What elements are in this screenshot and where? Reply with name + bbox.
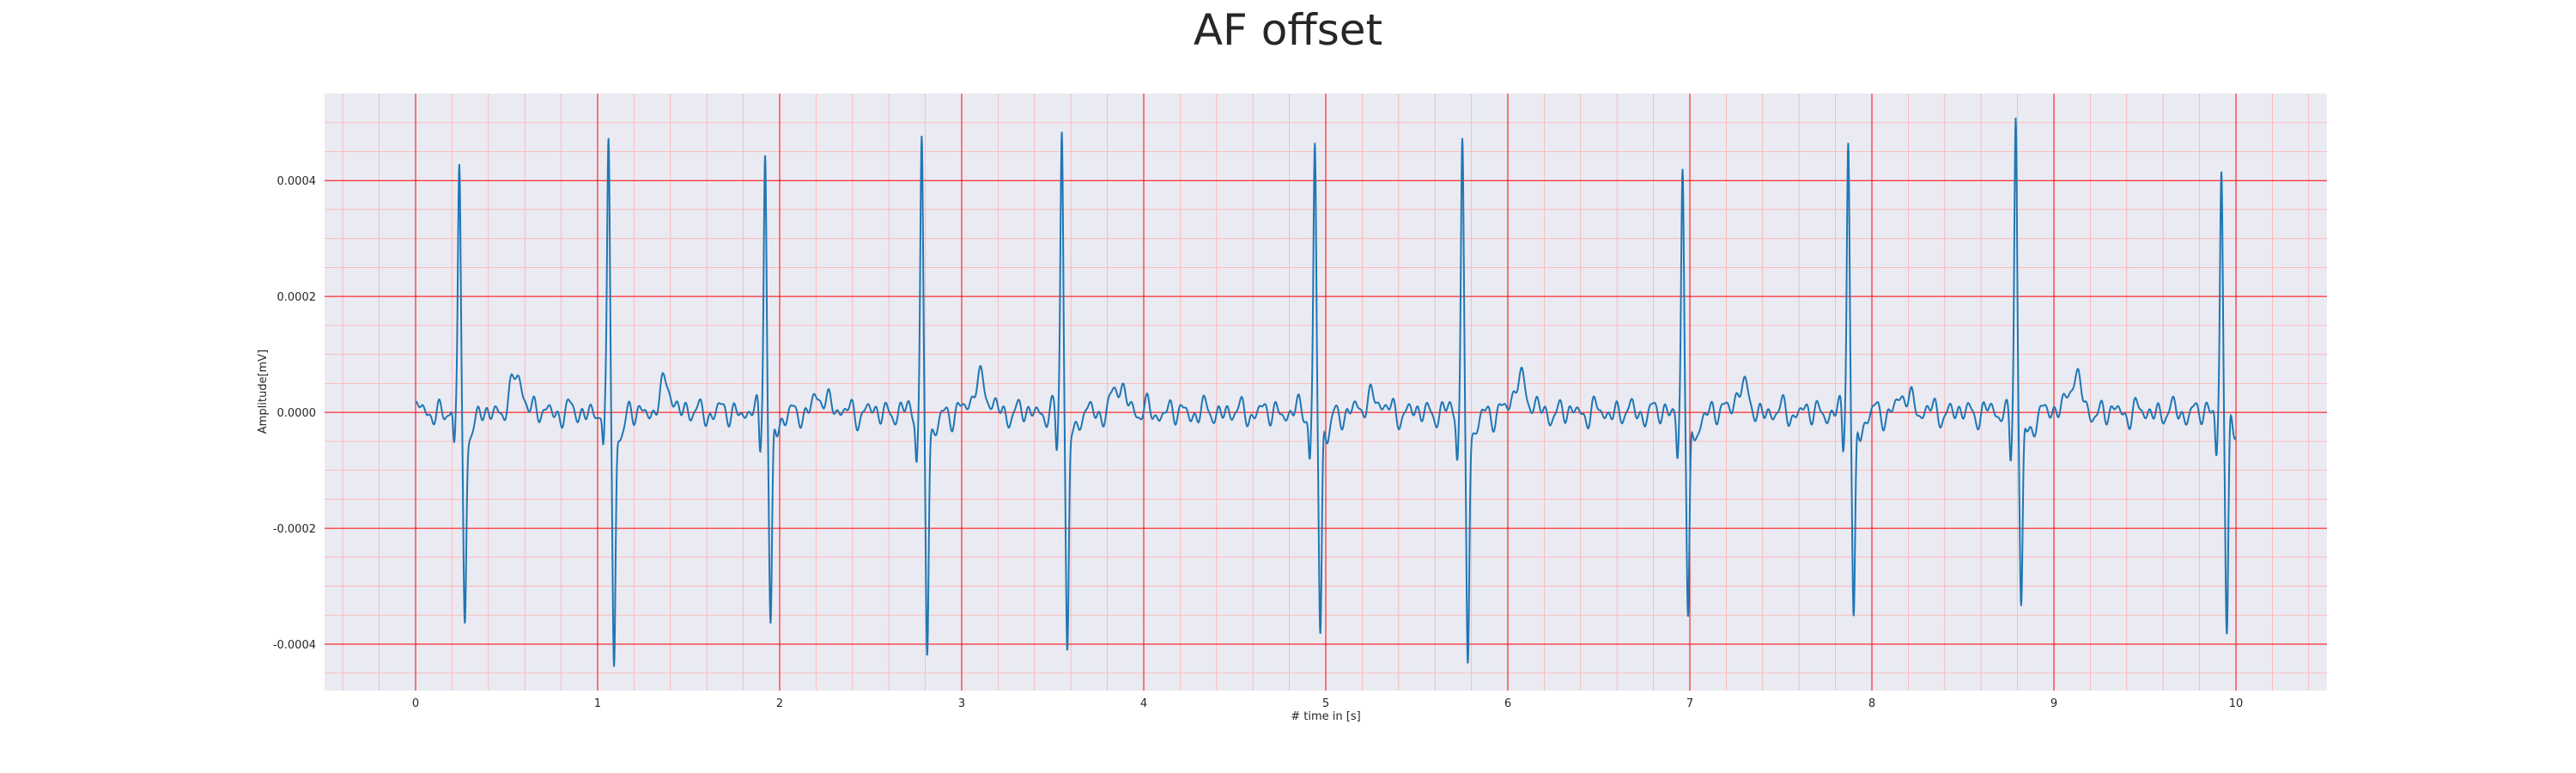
y-tick-label: -0.0004 [273,639,316,652]
x-tick-label: 6 [1504,697,1511,710]
chart-title: AF offset [1194,5,1382,55]
x-tick-label: 2 [776,697,783,710]
x-tick-label: 5 [1322,697,1329,710]
y-tick-label: 0.0000 [277,407,317,420]
x-axis-label: # time in [s] [1291,710,1360,723]
x-tick-label: 1 [594,697,601,710]
x-tick-label: 10 [2229,697,2244,710]
major-grid [325,94,2327,691]
x-tick-label: 8 [1868,697,1875,710]
y-tick-label: 0.0004 [277,175,317,188]
x-tick-label: 3 [958,697,965,710]
y-tick-label: 0.0002 [277,291,317,304]
x-tick-label: 7 [1686,697,1693,710]
x-axis-ticks: 0 1 2 3 4 5 6 7 8 9 10 [412,697,2243,710]
x-tick-label: 4 [1140,697,1147,710]
y-tick-label: -0.0002 [273,523,316,536]
x-tick-label: 0 [412,697,419,710]
x-tick-label: 9 [2050,697,2057,710]
y-axis-label: Amplitude[mV] [257,350,270,434]
y-axis-ticks: -0.0004 -0.0002 0.0000 0.0002 0.0004 [273,175,316,652]
series-line [415,117,2237,667]
